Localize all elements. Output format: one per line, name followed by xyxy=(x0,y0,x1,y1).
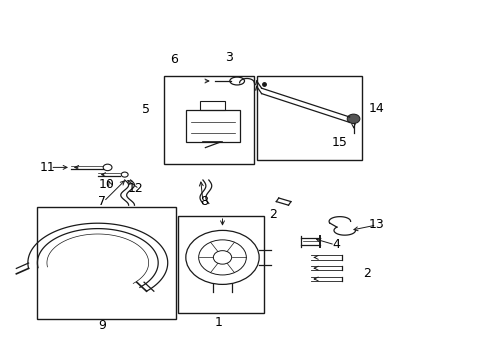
Text: 13: 13 xyxy=(368,219,384,231)
Bar xyxy=(185,110,239,142)
Text: 4: 4 xyxy=(332,238,340,251)
Text: 10: 10 xyxy=(99,178,114,191)
Circle shape xyxy=(346,114,359,123)
Text: 6: 6 xyxy=(169,53,177,66)
Text: 15: 15 xyxy=(331,136,347,149)
Bar xyxy=(200,101,224,110)
Text: 2: 2 xyxy=(362,267,370,280)
Bar xyxy=(37,207,176,319)
Text: 5: 5 xyxy=(142,103,149,116)
Bar xyxy=(163,76,254,164)
Text: 3: 3 xyxy=(224,51,232,64)
Text: 2: 2 xyxy=(268,208,276,221)
Text: 7: 7 xyxy=(98,195,105,208)
Bar xyxy=(178,216,264,313)
Text: 9: 9 xyxy=(98,319,105,332)
Text: 14: 14 xyxy=(368,102,384,114)
Text: 12: 12 xyxy=(128,183,143,195)
Text: 1: 1 xyxy=(215,316,223,329)
Text: 8: 8 xyxy=(200,195,208,208)
Text: 11: 11 xyxy=(40,161,56,174)
Bar xyxy=(256,76,361,160)
